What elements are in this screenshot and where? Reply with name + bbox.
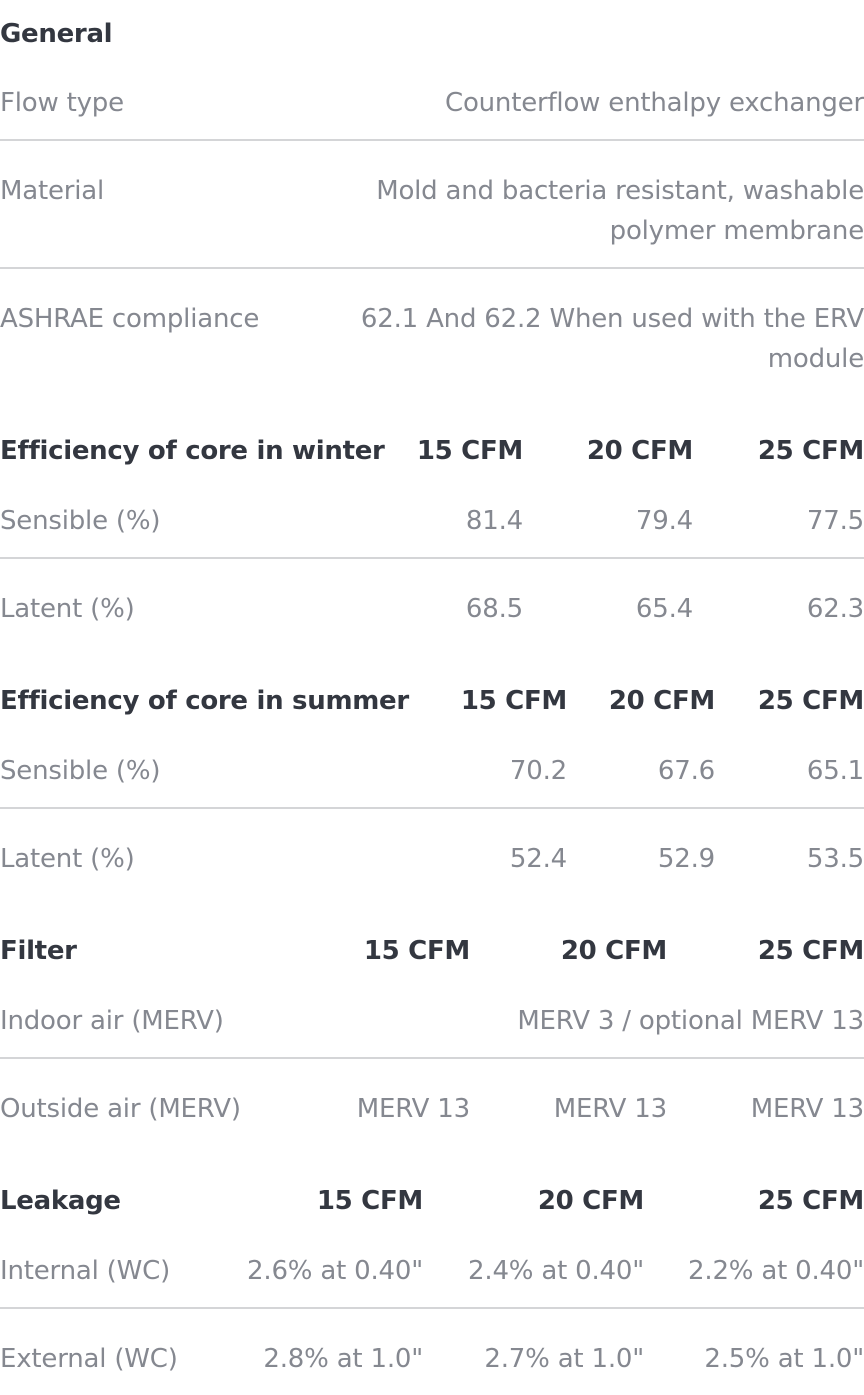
cell-value: 53.5	[806, 844, 864, 874]
row-value-line-2: module	[767, 344, 864, 374]
general-row-ashrae: ASHRAE compliance 62.1 And 62.2 When use…	[0, 269, 864, 389]
winter-title: Efficiency of core in winter	[0, 436, 385, 466]
cell-value: 2.4% at 0.40"	[468, 1256, 644, 1286]
column-header: 20 CFM	[537, 1186, 644, 1216]
cell-value: 62.3	[806, 594, 864, 624]
filter-title: Filter	[0, 936, 77, 966]
general-row-flow-type: Flow type Counterflow enthalpy exchanger	[0, 80, 864, 141]
column-header: 20 CFM	[608, 686, 715, 716]
cell-value: 2.6% at 0.40"	[247, 1256, 423, 1286]
general-title: General	[0, 19, 113, 49]
cell-value: 65.1	[806, 756, 864, 786]
cell-value: 52.9	[657, 844, 715, 874]
cell-value: 2.7% at 1.0"	[484, 1344, 644, 1374]
summer-title: Efficiency of core in summer	[0, 686, 409, 716]
row-label: Sensible (%)	[0, 756, 161, 786]
row-label: Internal (WC)	[0, 1256, 171, 1286]
table-row: Latent (%) 68.5 65.4 62.3	[0, 559, 864, 647]
row-label: Outside air (MERV)	[0, 1094, 241, 1124]
row-label: Flow type	[0, 88, 124, 118]
table-row: Outside air (MERV) MERV 13 MERV 13 MERV …	[0, 1059, 864, 1147]
row-label: Sensible (%)	[0, 506, 161, 536]
column-header: 25 CFM	[757, 936, 864, 966]
row-value-line-2: polymer membrane	[609, 216, 864, 246]
row-value-line-1: 62.1 And 62.2 When used with the ERV	[360, 304, 864, 334]
cell-value: MERV 13	[750, 1094, 864, 1124]
table-row: Latent (%) 52.4 52.9 53.5	[0, 809, 864, 897]
column-header: 15 CFM	[316, 1186, 423, 1216]
table-row: External (WC) 2.8% at 1.0" 2.7% at 1.0" …	[0, 1309, 864, 1395]
cell-value: 67.6	[657, 756, 715, 786]
row-value-line-1: Mold and bacteria resistant, washable	[376, 176, 864, 206]
table-row: Indoor air (MERV) MERV 3 / optional MERV…	[0, 971, 864, 1059]
cell-value: 81.4	[465, 506, 523, 536]
table-row: Internal (WC) 2.6% at 0.40" 2.4% at 0.40…	[0, 1221, 864, 1309]
row-label: Indoor air (MERV)	[0, 1006, 224, 1036]
cell-value: 2.8% at 1.0"	[263, 1344, 423, 1374]
cell-value: 52.4	[509, 844, 567, 874]
cell-value: 2.2% at 0.40"	[688, 1256, 864, 1286]
cell-value: MERV 13	[356, 1094, 470, 1124]
row-value: Counterflow enthalpy exchanger	[444, 88, 864, 118]
row-label: Material	[0, 176, 105, 206]
table-row: Sensible (%) 81.4 79.4 77.5	[0, 471, 864, 559]
row-label: External (WC)	[0, 1344, 178, 1374]
cell-value: MERV 13	[553, 1094, 667, 1124]
cell-value: 77.5	[806, 506, 864, 536]
leakage-title: Leakage	[0, 1186, 121, 1216]
cell-value: 79.4	[635, 506, 693, 536]
table-row: Sensible (%) 70.2 67.6 65.1	[0, 721, 864, 809]
cell-value: 70.2	[509, 756, 567, 786]
column-header: 25 CFM	[757, 436, 864, 466]
column-header: 25 CFM	[757, 686, 864, 716]
merged-cell-value: MERV 3 / optional MERV 13	[517, 1006, 864, 1036]
cell-value: 68.5	[465, 594, 523, 624]
cell-value: 65.4	[635, 594, 693, 624]
row-label: Latent (%)	[0, 594, 135, 624]
column-header: 20 CFM	[560, 936, 667, 966]
column-header: 15 CFM	[460, 686, 567, 716]
cell-value: 2.5% at 1.0"	[704, 1344, 864, 1374]
column-header: 15 CFM	[363, 936, 470, 966]
row-label: Latent (%)	[0, 844, 135, 874]
column-header: 25 CFM	[757, 1186, 864, 1216]
column-header: 15 CFM	[416, 436, 523, 466]
column-header: 20 CFM	[586, 436, 693, 466]
row-label: ASHRAE compliance	[0, 304, 260, 334]
general-row-material: Material Mold and bacteria resistant, wa…	[0, 141, 864, 269]
